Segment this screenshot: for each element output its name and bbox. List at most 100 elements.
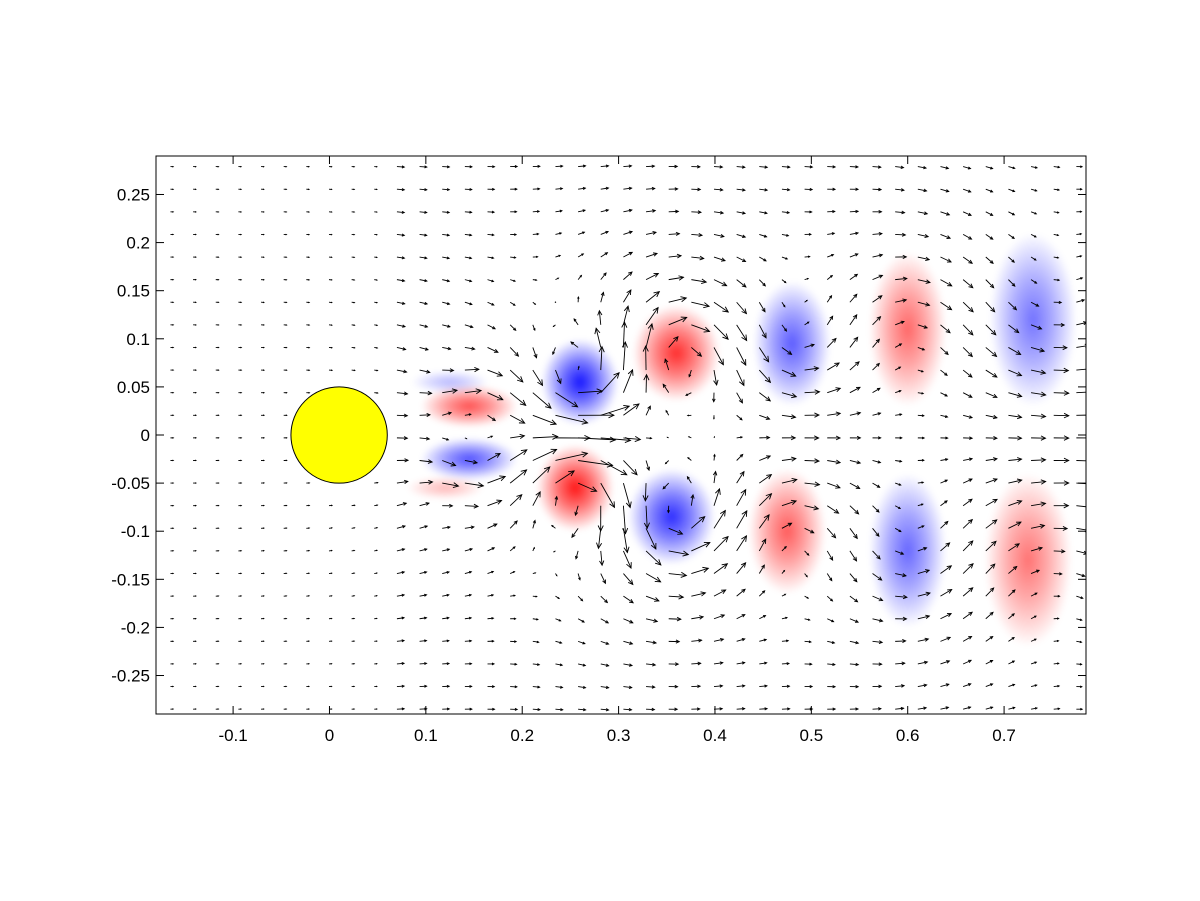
velocity-arrow: [962, 478, 973, 484]
positive-vortex: [984, 473, 1072, 647]
velocity-arrow: [396, 684, 406, 688]
velocity-arrow: [827, 459, 842, 465]
velocity-arrow: [600, 460, 628, 476]
velocity-arrow: [781, 499, 798, 507]
velocity-arrow: [691, 232, 704, 238]
velocity-arrow: [691, 278, 708, 284]
velocity-arrow: [193, 459, 198, 462]
velocity-arrow: [758, 538, 767, 552]
velocity-arrow: [351, 663, 356, 665]
velocity-arrow: [1076, 618, 1083, 621]
velocity-arrow: [645, 460, 651, 472]
velocity-arrow: [781, 210, 791, 214]
velocity-arrow: [464, 662, 473, 666]
velocity-arrow: [685, 392, 692, 396]
velocity-arrow: [532, 519, 536, 529]
velocity-arrow: [849, 253, 859, 258]
velocity-arrow: [804, 165, 814, 169]
velocity-arrow: [238, 640, 243, 643]
velocity-arrow: [419, 502, 430, 507]
velocity-arrow: [1008, 543, 1021, 552]
velocity-arrow: [532, 369, 544, 387]
velocity-arrow: [238, 346, 243, 349]
velocity-arrow: [691, 301, 711, 309]
velocity-arrow: [804, 277, 810, 281]
velocity-arrow: [306, 211, 311, 213]
velocity-arrow: [1053, 367, 1070, 374]
velocity-arrow: [464, 685, 473, 688]
velocity-arrow: [827, 210, 836, 214]
velocity-arrow: [827, 187, 837, 191]
velocity-arrow: [713, 661, 724, 665]
velocity-arrow: [1030, 369, 1047, 375]
x-tick-label: 0.3: [607, 726, 631, 745]
velocity-arrow: [713, 638, 725, 642]
velocity-arrow: [662, 482, 670, 490]
velocity-arrow: [328, 301, 333, 304]
velocity-arrow: [261, 256, 265, 258]
velocity-arrow: [374, 233, 378, 236]
velocity-arrow: [419, 369, 431, 374]
velocity-arrow: [1076, 321, 1086, 326]
velocity-arrow: [736, 279, 747, 288]
velocity-arrow: [691, 684, 702, 689]
velocity-arrow: [419, 684, 428, 688]
velocity-arrow: [962, 324, 974, 336]
velocity-arrow: [283, 527, 288, 529]
velocity-arrow: [849, 361, 860, 371]
velocity-arrow: [623, 271, 633, 280]
velocity-arrow: [351, 640, 356, 642]
velocity-arrow: [193, 256, 197, 258]
velocity-arrow: [328, 346, 334, 349]
velocity-arrow: [261, 233, 265, 236]
velocity-arrow: [895, 436, 903, 440]
velocity-arrow: [643, 505, 650, 530]
velocity-arrow: [306, 549, 311, 552]
velocity-arrow: [283, 233, 288, 236]
velocity-arrow: [759, 615, 767, 620]
velocity-arrow: [532, 708, 541, 712]
velocity-arrow: [962, 683, 972, 688]
velocity-arrow: [555, 573, 558, 577]
velocity-arrow: [215, 685, 220, 688]
velocity-arrow: [691, 347, 703, 357]
velocity-arrow: [574, 505, 579, 517]
velocity-arrow: [577, 231, 586, 235]
velocity-arrow: [555, 209, 563, 213]
velocity-arrow: [940, 479, 949, 484]
velocity-arrow: [396, 324, 407, 328]
y-axis: 0.25 0.2 0.15 0.1 0.05 0 -0.05 -0.1 -0.15 -0.2 -0.…: [111, 185, 1086, 686]
velocity-arrow: [442, 188, 451, 192]
velocity-arrow: [577, 295, 580, 303]
velocity-arrow: [713, 324, 729, 340]
velocity-arrow: [509, 469, 528, 484]
velocity-arrow: [351, 324, 356, 326]
velocity-arrow: [215, 527, 220, 530]
velocity-arrow: [985, 659, 994, 665]
velocity-arrow: [578, 186, 587, 190]
velocity-arrow: [758, 369, 772, 384]
velocity-arrow: [1008, 369, 1023, 377]
velocity-arrow: [1076, 550, 1086, 555]
velocity-arrow: [193, 685, 197, 688]
velocity-arrow: [804, 321, 810, 326]
velocity-arrow: [759, 188, 769, 192]
velocity-arrow: [396, 347, 407, 351]
velocity-arrow: [917, 324, 929, 329]
velocity-arrow: [713, 453, 716, 461]
velocity-arrow: [238, 708, 243, 710]
velocity-arrow: [1008, 414, 1023, 420]
velocity-arrow: [1008, 166, 1016, 170]
velocity-arrow: [193, 391, 198, 394]
velocity-arrow: [1008, 188, 1016, 193]
velocity-arrow: [962, 498, 973, 507]
velocity-arrow: [642, 345, 649, 371]
velocity-arrow: [940, 706, 950, 710]
velocity-arrow: [985, 369, 998, 378]
velocity-arrow: [238, 663, 243, 665]
velocity-arrow: [985, 519, 998, 529]
velocity-arrow: [170, 391, 175, 394]
velocity-arrow: [895, 684, 906, 688]
velocity-arrow: [872, 295, 883, 303]
velocity-arrow: [985, 301, 996, 313]
